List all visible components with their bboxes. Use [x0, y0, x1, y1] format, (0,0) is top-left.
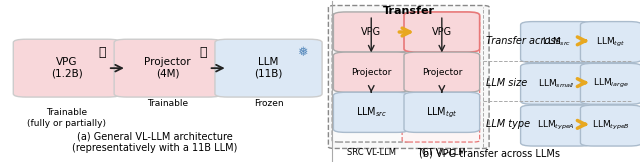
Text: 🔥: 🔥 — [199, 46, 207, 59]
Text: LLM$_{small}$: LLM$_{small}$ — [538, 78, 575, 90]
Text: LLM$_{large}$: LLM$_{large}$ — [593, 77, 629, 90]
FancyBboxPatch shape — [580, 105, 640, 146]
FancyBboxPatch shape — [520, 105, 592, 146]
Text: Frozen: Frozen — [253, 99, 284, 108]
Text: Trainable
(fully or partially): Trainable (fully or partially) — [28, 108, 106, 128]
Text: LLM$_{typeA}$: LLM$_{typeA}$ — [537, 119, 575, 132]
FancyBboxPatch shape — [402, 14, 479, 142]
Text: LLM size: LLM size — [486, 78, 527, 88]
Text: LLM$_{typeB}$: LLM$_{typeB}$ — [592, 119, 630, 132]
FancyBboxPatch shape — [520, 22, 592, 63]
FancyBboxPatch shape — [333, 12, 409, 52]
Text: VPG: VPG — [432, 27, 452, 37]
Text: ❅: ❅ — [297, 46, 308, 59]
Text: (b) VPG transfer across LLMs: (b) VPG transfer across LLMs — [419, 148, 559, 158]
Text: Transfer across: Transfer across — [486, 36, 561, 46]
Text: Trainable: Trainable — [147, 99, 188, 108]
Text: (a) General VL-LLM architecture
(representatively with a 11B LLM): (a) General VL-LLM architecture (represe… — [72, 132, 238, 153]
Text: LLM type: LLM type — [486, 119, 530, 129]
FancyBboxPatch shape — [580, 22, 640, 63]
Text: LLM$_{src}$: LLM$_{src}$ — [541, 36, 571, 48]
Text: 🔥: 🔥 — [99, 46, 106, 59]
Text: TGT VL-LLM: TGT VL-LLM — [417, 148, 466, 157]
Text: SRC VL-LLM: SRC VL-LLM — [347, 148, 396, 157]
FancyBboxPatch shape — [13, 39, 120, 97]
Text: Projector
(4M): Projector (4M) — [145, 57, 191, 79]
Text: LLM$_{tgt}$: LLM$_{tgt}$ — [596, 35, 625, 49]
FancyBboxPatch shape — [114, 39, 221, 97]
Text: LLM$_{src}$: LLM$_{src}$ — [356, 105, 387, 119]
FancyBboxPatch shape — [333, 92, 409, 132]
Text: Projector: Projector — [422, 68, 462, 77]
FancyBboxPatch shape — [333, 52, 409, 92]
FancyBboxPatch shape — [215, 39, 322, 97]
FancyBboxPatch shape — [328, 6, 489, 148]
FancyBboxPatch shape — [332, 14, 410, 142]
Text: LLM$_{tgt}$: LLM$_{tgt}$ — [426, 105, 458, 120]
Text: LLM
(11B): LLM (11B) — [254, 57, 283, 79]
Text: Projector: Projector — [351, 68, 392, 77]
FancyBboxPatch shape — [404, 12, 479, 52]
FancyBboxPatch shape — [520, 63, 592, 104]
Text: VPG
(1.2B): VPG (1.2B) — [51, 57, 83, 79]
Text: VPG: VPG — [361, 27, 381, 37]
FancyBboxPatch shape — [580, 63, 640, 104]
FancyBboxPatch shape — [404, 92, 479, 132]
FancyBboxPatch shape — [404, 52, 479, 92]
Text: Transfer: Transfer — [383, 6, 435, 16]
